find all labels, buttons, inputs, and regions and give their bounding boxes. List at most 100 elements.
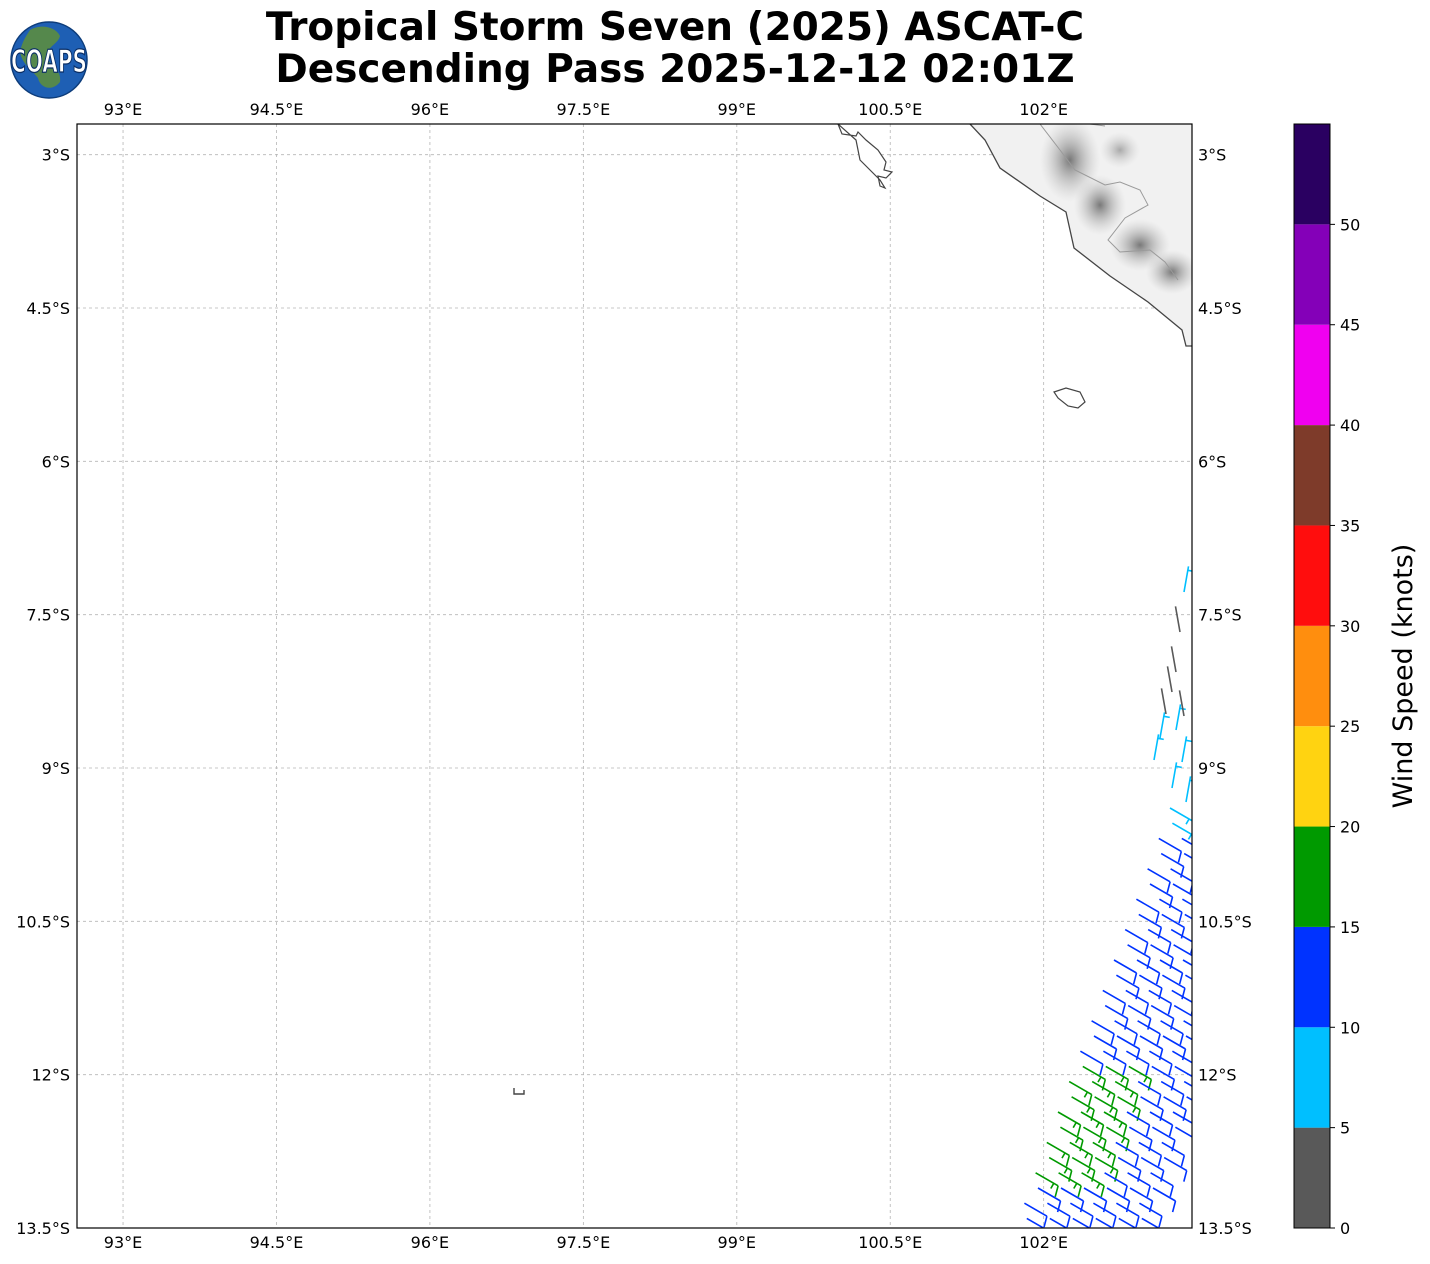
lat-tick-label-left: 9°S bbox=[42, 759, 70, 778]
wind-barb bbox=[1057, 1111, 1082, 1137]
wind-barb bbox=[1170, 928, 1192, 954]
lat-tick-label-right: 10.5°S bbox=[1198, 912, 1252, 931]
wind-barb bbox=[1124, 928, 1149, 954]
wind-barb bbox=[1114, 1020, 1138, 1046]
colorbar-outline bbox=[1293, 123, 1331, 1229]
lat-tick-label-right: 13.5°S bbox=[1198, 1219, 1252, 1238]
wind-barb bbox=[1136, 959, 1161, 985]
colorbar-tick-label: 45 bbox=[1340, 316, 1360, 335]
wind-barb bbox=[1046, 1141, 1071, 1167]
wind-barb bbox=[1152, 1187, 1177, 1213]
wind-barb bbox=[1169, 807, 1192, 825]
sumatra-landmass bbox=[970, 124, 1192, 346]
wind-barb bbox=[1183, 1080, 1192, 1088]
colorbar-bin bbox=[1294, 525, 1330, 626]
wind-barb bbox=[1138, 1141, 1163, 1167]
wind-barb bbox=[1125, 989, 1150, 1015]
wind-barb bbox=[1116, 1202, 1140, 1228]
wind-barb bbox=[1137, 1080, 1162, 1106]
lon-tick-label-top: 102°E bbox=[1019, 100, 1068, 119]
wind-barb bbox=[1159, 712, 1170, 739]
wind-barb bbox=[1148, 989, 1173, 1015]
graticule bbox=[77, 124, 1192, 1228]
wind-barb bbox=[1103, 1050, 1127, 1076]
lat-tick-label-right: 6°S bbox=[1198, 452, 1226, 471]
wind-barb bbox=[1185, 974, 1192, 980]
wind-barb bbox=[1171, 762, 1182, 789]
wind-barb bbox=[1183, 1020, 1192, 1027]
lat-tick-label-left: 13.5°S bbox=[16, 1219, 70, 1238]
wind-barb bbox=[1182, 898, 1192, 906]
wind-barb bbox=[1166, 666, 1173, 693]
wind-barb bbox=[1160, 1080, 1185, 1106]
wind-barb bbox=[1093, 1202, 1117, 1228]
lat-tick-label-right: 4.5°S bbox=[1198, 299, 1242, 318]
wind-barb bbox=[1172, 822, 1192, 840]
wind-barb bbox=[1150, 1172, 1174, 1198]
wind-barb bbox=[1186, 1096, 1192, 1101]
lon-tick-label-bottom: 102°E bbox=[1019, 1233, 1068, 1252]
map-background bbox=[77, 124, 1192, 1228]
lon-tick-label-bottom: 97.5°E bbox=[556, 1233, 610, 1252]
wind-barb bbox=[1184, 913, 1192, 920]
wind-barb bbox=[1026, 1217, 1046, 1228]
sumatra-coastline bbox=[969, 124, 1192, 347]
wind-barb bbox=[1104, 1172, 1128, 1198]
coaps-logo: COAPS bbox=[10, 21, 88, 99]
lat-tick-label-right: 12°S bbox=[1198, 1066, 1237, 1085]
wind-barb bbox=[1095, 1217, 1115, 1228]
colorbar-bin bbox=[1294, 926, 1330, 1028]
wind-barb bbox=[1072, 1217, 1092, 1228]
wind-barb bbox=[1183, 852, 1192, 860]
wind-barb bbox=[1159, 898, 1183, 924]
wind-barb bbox=[1182, 959, 1192, 967]
wind-barb bbox=[1136, 898, 1160, 924]
wind-barb bbox=[1126, 1050, 1150, 1076]
colorbar-tick-label: 40 bbox=[1340, 416, 1360, 435]
wind-barb bbox=[1035, 1172, 1059, 1198]
wind-barb bbox=[1127, 1172, 1151, 1198]
colorbar-bin bbox=[1294, 1127, 1330, 1228]
lat-tick-label-right: 3°S bbox=[1198, 146, 1226, 165]
wind-barb bbox=[1172, 1050, 1192, 1076]
lon-tick-label-top: 96°E bbox=[411, 100, 449, 119]
lon-tick-label-top: 97.5°E bbox=[556, 100, 610, 119]
logo-text: COAPS bbox=[11, 44, 87, 80]
colorbar-tick-label: 0 bbox=[1340, 1219, 1350, 1238]
lat-tick-label-left: 7.5°S bbox=[26, 606, 70, 625]
lon-tick-label-bottom: 96°E bbox=[411, 1233, 449, 1252]
wind-barb bbox=[1115, 1141, 1140, 1167]
lon-tick-label-bottom: 94.5°E bbox=[250, 1233, 304, 1252]
christmas-island bbox=[513, 1088, 525, 1095]
wind-barb bbox=[1058, 1172, 1082, 1198]
lat-tick-label-left: 3°S bbox=[42, 146, 70, 165]
title-line-2: Descending Pass 2025-12-12 02:01Z bbox=[275, 47, 1074, 92]
lon-tick-label-top: 99°E bbox=[718, 100, 756, 119]
wind-barb bbox=[1070, 1202, 1094, 1228]
wind-barb bbox=[1159, 959, 1184, 985]
title-line-1: Tropical Storm Seven (2025) ASCAT-C bbox=[266, 5, 1084, 50]
wind-barb bbox=[1141, 1217, 1161, 1228]
wind-barb bbox=[1118, 1217, 1138, 1228]
wind-barb bbox=[1137, 1020, 1161, 1046]
wind-barb bbox=[1126, 1111, 1151, 1137]
lon-tick-label-bottom: 100.5°E bbox=[858, 1233, 922, 1252]
wind-barb bbox=[1102, 989, 1127, 1015]
colorbar-bin bbox=[1294, 625, 1330, 727]
wind-barb bbox=[1092, 1141, 1117, 1167]
wind-barb bbox=[1147, 928, 1172, 954]
map-frame bbox=[76, 123, 1193, 1229]
colorbar-tick-label: 15 bbox=[1340, 918, 1360, 937]
wind-barb bbox=[1149, 1050, 1173, 1076]
lon-tick-label-top: 100.5°E bbox=[858, 100, 922, 119]
sumatra-land bbox=[969, 124, 1192, 347]
wind-barb bbox=[1069, 1141, 1094, 1167]
lon-tick-label-top: 94.5°E bbox=[250, 100, 304, 119]
colorbar-bin bbox=[1294, 826, 1330, 927]
colorbar-label: Wind Speed (knots) bbox=[1388, 544, 1419, 809]
lat-tick-label-left: 12°S bbox=[31, 1066, 70, 1085]
wind-barb bbox=[1185, 1035, 1192, 1041]
colorbar-tick-label: 30 bbox=[1340, 617, 1360, 636]
wind-barb bbox=[1024, 1202, 1048, 1228]
